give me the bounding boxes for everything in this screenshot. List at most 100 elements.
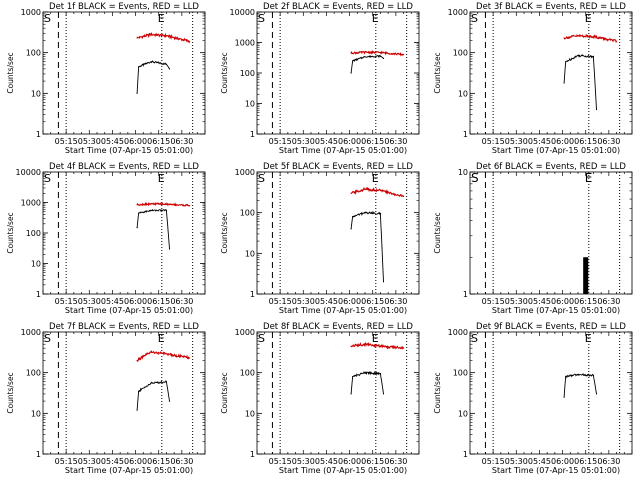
x-axis-label: Start Time (07-Apr-15 05:01:00) [279, 466, 407, 475]
x-tick-label: 05:15 [269, 137, 292, 146]
plot-frame [469, 331, 633, 455]
events-data-point [150, 61, 152, 63]
lld-data-point [350, 345, 352, 347]
y-axis-label: Counts/sec [433, 372, 442, 413]
x-tick-label: 05:30 [78, 137, 101, 146]
x-tick-label: 06:15 [147, 457, 170, 466]
lld-data-point [188, 357, 191, 359]
y-tick-label: 10 [31, 89, 41, 98]
events-data-point [165, 381, 168, 383]
x-tick-label: 05:45 [315, 297, 338, 306]
x-tick-label: 06:15 [147, 297, 170, 306]
y-tick-label: 10000 [16, 168, 41, 177]
end-marker-label: E [585, 12, 592, 25]
end-marker-label: E [372, 172, 379, 185]
events-data-point [136, 92, 138, 94]
y-axis-label: Counts/sec [220, 372, 229, 413]
y-tick-label: 100 [26, 49, 41, 58]
y-tick-label: 100 [26, 369, 41, 378]
plot-frame [42, 331, 206, 455]
x-tick-label: 05:45 [101, 297, 124, 306]
y-tick-label: 100 [240, 69, 255, 78]
events-data-point [352, 60, 354, 62]
events-data-point [350, 228, 352, 230]
x-tick-label: 06:30 [597, 457, 620, 466]
start-marker-label: S [44, 12, 51, 25]
x-tick-label: 06:30 [170, 457, 193, 466]
lld-data-point [150, 203, 152, 205]
lld-series-line [350, 49, 404, 57]
x-tick-label: 06:00 [338, 137, 361, 146]
y-tick-label: 1 [463, 290, 468, 299]
chart-panel-9: Det 9f BLACK = Events, RED = LLD 1 10 100 10… [433, 322, 633, 475]
lld-data-point [136, 359, 138, 362]
events-data-point [150, 209, 152, 212]
chart-panel-7: Det 7f BLACK = Events, RED = LLD 1 10 100 10… [6, 322, 206, 475]
x-axis-label: Start Time (07-Apr-15 05:01:00) [65, 466, 193, 475]
plot-frame [469, 171, 633, 295]
x-tick-label: 05:45 [528, 297, 551, 306]
y-tick-label: 10 [458, 409, 468, 418]
x-tick-label: 05:30 [78, 297, 101, 306]
y-tick-label: 1 [250, 130, 255, 139]
lld-data-point [379, 189, 382, 192]
y-tick-label: 100 [453, 369, 468, 378]
x-tick-label: 06:30 [384, 297, 407, 306]
events-data-point [563, 396, 565, 398]
x-tick-label: 05:30 [292, 137, 315, 146]
x-axis-label: Start Time (07-Apr-15 05:01:00) [492, 306, 620, 315]
end-marker-label: E [585, 171, 593, 185]
events-series-line [136, 60, 170, 94]
end-marker-label: E [585, 332, 592, 345]
chart-panel-8: Det 8f BLACK = Events, RED = LLD 1 10 100 10… [220, 322, 420, 475]
y-tick-label: 10 [458, 168, 468, 177]
x-tick-label: 06:15 [361, 457, 384, 466]
events-data-point [364, 56, 366, 58]
lld-data-point [379, 345, 382, 347]
end-marker-label: E [158, 332, 165, 345]
y-tick-label: 1 [463, 130, 468, 139]
x-tick-label: 05:15 [482, 457, 505, 466]
y-axis-label: Counts/sec [433, 212, 442, 253]
lld-data-point [165, 203, 168, 205]
events-data-point [364, 212, 366, 214]
y-axis-label: Counts/sec [6, 372, 15, 413]
events-data-point [168, 400, 171, 402]
lld-data-point [615, 40, 618, 42]
lld-data-point [402, 347, 405, 349]
lld-data-point [364, 343, 366, 345]
y-tick-label: 1000 [21, 8, 41, 17]
events-data-point [565, 376, 567, 378]
events-data-point [350, 393, 352, 395]
x-tick-label: 05:30 [292, 297, 315, 306]
x-tick-label: 06:15 [361, 297, 384, 306]
lld-series-line [350, 341, 405, 350]
events-data-point [364, 372, 366, 374]
chart-title: Det 7f BLACK = Events, RED = LLD [49, 322, 199, 332]
events-data-point [165, 209, 168, 211]
chart-panel-6: Det 6f BLACK = Events, RED = LLD 1 10 05:15… [433, 162, 633, 315]
chart-panel-5: Det 5f BLACK = Events, RED = LLD 1 10 100 10… [220, 162, 420, 315]
x-tick-label: 05:45 [101, 457, 124, 466]
chart-panel-3: Det 3f BLACK = Events, RED = LLD 1 10 100 10… [433, 2, 633, 155]
y-tick-label: 10 [31, 409, 41, 418]
y-axis-label: Counts/sec [433, 52, 442, 93]
events-data-point [352, 376, 354, 378]
events-data-point [136, 227, 138, 229]
events-data-point [595, 393, 598, 395]
x-tick-label: 05:45 [528, 137, 551, 146]
x-tick-label: 06:30 [384, 137, 407, 146]
x-tick-label: 05:45 [315, 457, 338, 466]
x-tick-label: 06:15 [574, 297, 597, 306]
x-tick-label: 06:00 [124, 137, 147, 146]
events-series-line [350, 370, 384, 394]
x-tick-label: 06:15 [147, 137, 170, 146]
events-data-point [592, 56, 595, 58]
start-marker-label: S [44, 332, 51, 345]
start-marker-label: S [258, 172, 265, 185]
x-tick-label: 05:30 [78, 457, 101, 466]
x-axis-label: Start Time (07-Apr-15 05:01:00) [279, 146, 407, 155]
y-tick-label: 10000 [230, 8, 255, 17]
x-tick-label: 06:15 [574, 137, 597, 146]
events-data-point [577, 373, 579, 376]
